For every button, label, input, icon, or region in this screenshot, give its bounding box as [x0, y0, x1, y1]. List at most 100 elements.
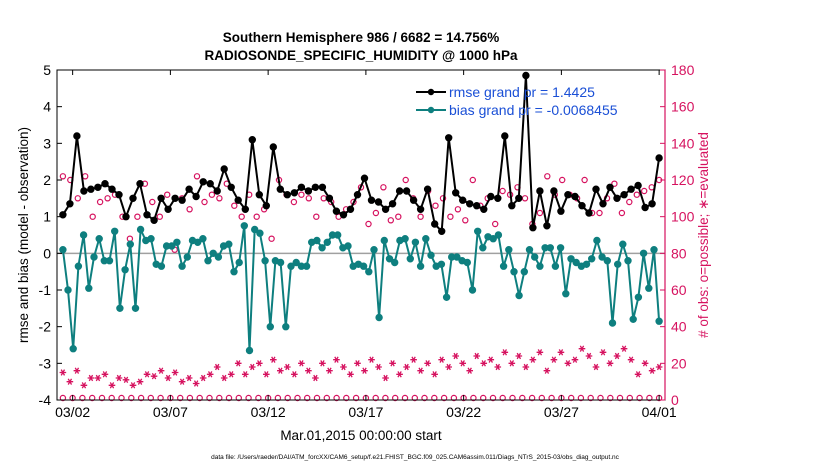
bias-point [121, 266, 129, 274]
possible-obs-point [74, 195, 82, 202]
evaluated-obs-point [361, 367, 368, 374]
y2-tick-label: 140 [671, 135, 695, 151]
bias-point [199, 235, 207, 243]
evaluated-obs-point [466, 367, 474, 374]
rmse-point [585, 209, 593, 217]
y2-tick-label: 180 [671, 62, 695, 78]
evaluated-obs-point [578, 345, 586, 352]
evaluated-obs-point [536, 349, 544, 356]
possible-obs-zero-point [137, 394, 145, 402]
possible-obs-zero-point [225, 394, 233, 402]
rmse-point [311, 183, 320, 192]
bias-point [116, 304, 124, 312]
possible-obs-zero-point [157, 394, 164, 402]
possible-obs-zero-point [392, 394, 399, 402]
possible-obs-point [454, 206, 462, 213]
possible-obs-point [395, 213, 402, 220]
possible-obs-zero-point [440, 394, 448, 402]
evaluated-obs-point [87, 374, 95, 382]
bias-point [416, 262, 425, 270]
possible-obs-point [611, 180, 618, 187]
evaluated-obs-point [382, 374, 389, 382]
possible-obs-point [313, 213, 320, 220]
possible-obs-zero-point [597, 394, 604, 402]
evaluated-obs-point [375, 363, 382, 371]
rmse-point [508, 202, 516, 210]
rmse-point [473, 202, 481, 210]
bias-point [411, 238, 420, 247]
bias-point [380, 236, 388, 245]
possible-obs-point [417, 213, 424, 220]
evaluated-obs-point [564, 360, 572, 367]
rmse-point [374, 198, 383, 206]
y2-tick-label: 160 [671, 99, 695, 115]
possible-obs-zero-point [587, 394, 594, 402]
evaluated-obs-point [262, 371, 270, 378]
possible-obs-point [380, 184, 387, 191]
rmse-point [66, 200, 74, 208]
bias-point [157, 262, 166, 270]
plot-area [57, 70, 665, 400]
x-tick-label: 03/27 [544, 404, 579, 420]
evaluated-obs-point [206, 371, 214, 378]
evaluated-obs-point [354, 360, 361, 367]
x-tick-label: 03/12 [251, 404, 286, 420]
bias-point [261, 257, 269, 265]
rmse-point [178, 196, 186, 204]
possible-obs-zero-point [274, 394, 282, 402]
possible-obs-zero-point [255, 394, 262, 402]
rmse-point [122, 213, 130, 221]
possible-obs-zero-point [480, 394, 487, 402]
possible-obs-point [402, 176, 409, 184]
bias-point [266, 323, 274, 331]
bias-point [344, 242, 352, 250]
rmse-point [648, 200, 656, 208]
possible-obs-point [626, 198, 633, 206]
bias-point [551, 262, 560, 270]
possible-obs-zero-point [313, 394, 321, 402]
bias-point [235, 258, 243, 267]
bias-point [505, 246, 513, 254]
rmse-point [115, 191, 123, 199]
possible-obs-point [469, 176, 476, 184]
rmse-point [339, 211, 348, 219]
y2-tick-label: 100 [671, 209, 695, 225]
y2-tick-label: 80 [671, 245, 687, 261]
evaluated-obs-point [424, 360, 431, 367]
y2-tick-label: 120 [671, 172, 695, 188]
bias-point [168, 242, 176, 250]
possible-obs-zero-point [352, 394, 360, 402]
evaluated-obs-point [178, 378, 186, 385]
evaluated-obs-point [255, 360, 263, 367]
data-file-footer: data file: /Users/raeder/DAI/ATM_forcXX/… [211, 454, 620, 461]
rmse-point [290, 189, 299, 197]
rmse-point [599, 200, 607, 208]
rmse-point [613, 194, 621, 203]
rmse-point [332, 207, 341, 215]
bias-point [204, 257, 212, 265]
possible-obs-point [618, 209, 626, 217]
rmse-point [213, 187, 221, 195]
evaluated-obs-point [627, 356, 635, 363]
possible-obs-point [581, 176, 588, 184]
bias-point [619, 240, 627, 248]
possible-obs-zero-point [450, 394, 458, 402]
bias-point [401, 235, 409, 243]
bias-point [603, 257, 611, 265]
rmse-point [550, 187, 558, 195]
rmse-point [557, 207, 565, 215]
evaluated-obs-point [227, 371, 235, 378]
evaluated-obs-point [164, 374, 172, 382]
evaluated-obs-point [150, 372, 158, 380]
possible-obs-point [305, 195, 312, 202]
bias-point [292, 258, 300, 267]
evaluated-obs-point [291, 371, 298, 378]
x-tick-label: 03/07 [153, 404, 188, 420]
possible-obs-point [633, 191, 641, 198]
evaluated-obs-point [648, 367, 656, 374]
rmse-point [150, 216, 158, 225]
evaluated-obs-point [319, 360, 326, 367]
bias-point [318, 244, 326, 252]
rmse-point [269, 143, 277, 151]
